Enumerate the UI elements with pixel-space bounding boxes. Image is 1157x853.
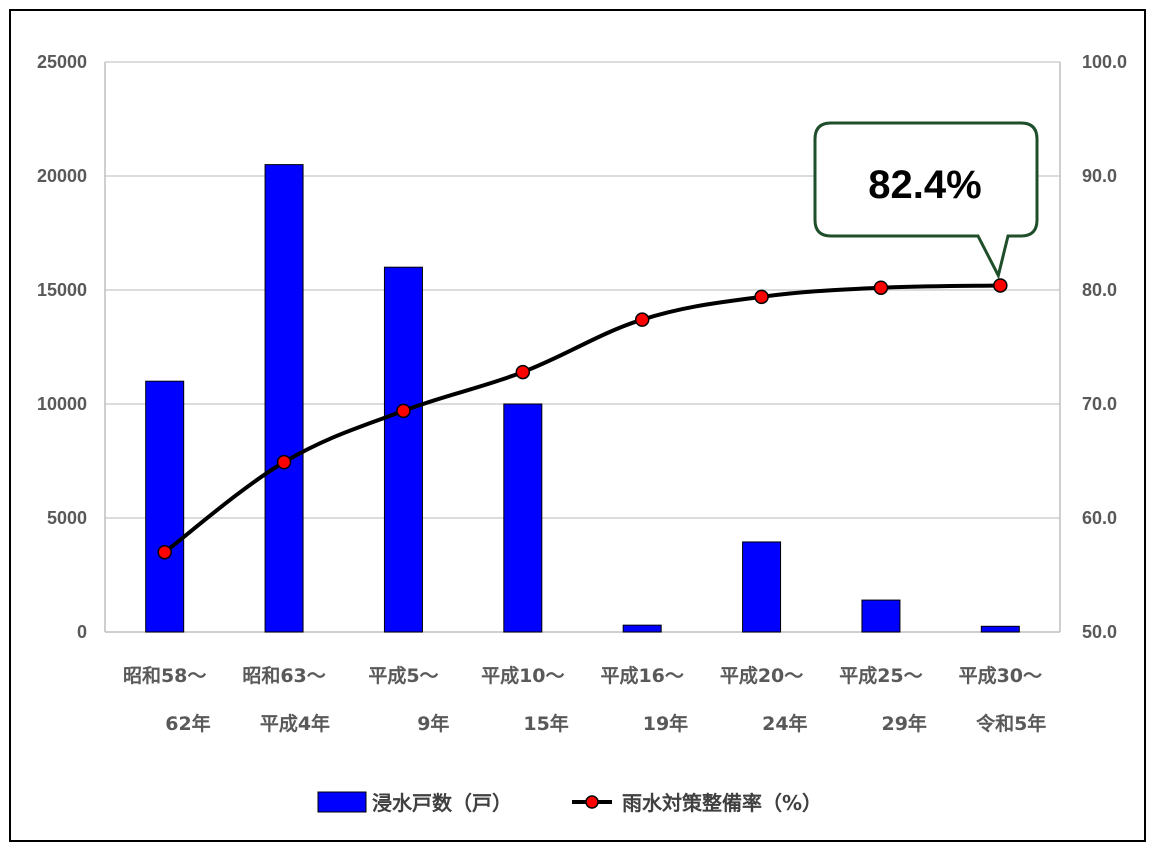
line-marker: [993, 278, 1008, 293]
category-label: 昭和63～: [242, 664, 325, 687]
bar-series: [145, 164, 1020, 633]
legend-line-label: 雨水対策整備率（%）: [622, 791, 822, 815]
category-label-sub: 9年: [417, 712, 449, 735]
category-label: 平成5～: [368, 664, 438, 687]
right-tick-label: 60.0: [1082, 508, 1117, 528]
category-label: 平成25～: [839, 664, 922, 687]
bar: [742, 541, 782, 633]
legend-line-marker: [585, 795, 599, 809]
right-axis: 50.0 60.0 70.0 80.0 90.0 100.0: [1082, 52, 1127, 642]
line-marker: [396, 403, 411, 419]
bar: [503, 403, 543, 633]
bar: [145, 380, 185, 633]
category-label-sub: 62年: [165, 712, 210, 735]
left-tick-label: 15000: [37, 280, 87, 300]
category-axis: 昭和58～ 62年 昭和63～ 平成4年 平成5～ 9年 平成10～ 15年 平成16～ 19年 平…: [123, 664, 1046, 735]
callout-bubble: [813, 121, 1039, 280]
category-label-sub: 29年: [881, 712, 926, 735]
category-label: 昭和58～: [123, 664, 206, 687]
chart-frame: [9, 9, 1146, 842]
left-tick-label: 20000: [37, 166, 87, 186]
bar: [861, 599, 901, 633]
category-label-sub: 15年: [523, 712, 568, 735]
right-tick-label: 50.0: [1082, 622, 1117, 642]
category-label: 平成20～: [720, 664, 803, 687]
bar: [980, 625, 1020, 633]
category-label-sub: 24年: [762, 712, 807, 735]
callout: 82.4%: [813, 121, 1039, 280]
category-label: 平成10～: [481, 664, 564, 687]
left-tick-label: 5000: [47, 508, 87, 528]
line-marker: [754, 289, 769, 305]
legend-bar-label: 浸水戸数（戸）: [372, 791, 512, 815]
bar: [622, 624, 662, 633]
category-label: 平成16～: [600, 664, 683, 687]
line-marker: [276, 454, 292, 470]
legend-bar-swatch: [317, 791, 367, 813]
callout-label: 82.4%: [868, 163, 981, 207]
line-marker: [873, 280, 889, 295]
bar: [383, 266, 423, 633]
right-tick-label: 80.0: [1082, 280, 1117, 300]
line-series: [157, 278, 1008, 560]
legend: 浸水戸数（戸） 雨水対策整備率（%）: [317, 791, 822, 815]
bar: [264, 164, 304, 633]
right-tick-label: 100.0: [1082, 52, 1127, 72]
left-tick-label: 10000: [37, 394, 87, 414]
category-label-sub: 令和5年: [976, 712, 1046, 735]
right-tick-label: 90.0: [1082, 166, 1117, 186]
category-label-sub: 平成4年: [260, 712, 330, 735]
right-tick-label: 70.0: [1082, 394, 1117, 414]
category-label-sub: 19年: [643, 712, 688, 735]
line-marker: [157, 544, 172, 560]
left-tick-label: 0: [77, 622, 87, 642]
line-marker: [634, 312, 650, 327]
left-tick-label: 25000: [37, 52, 87, 72]
category-label: 平成30～: [959, 664, 1042, 687]
line-marker: [515, 364, 531, 380]
left-axis: 0 5000 10000 15000 20000 25000: [37, 52, 87, 642]
